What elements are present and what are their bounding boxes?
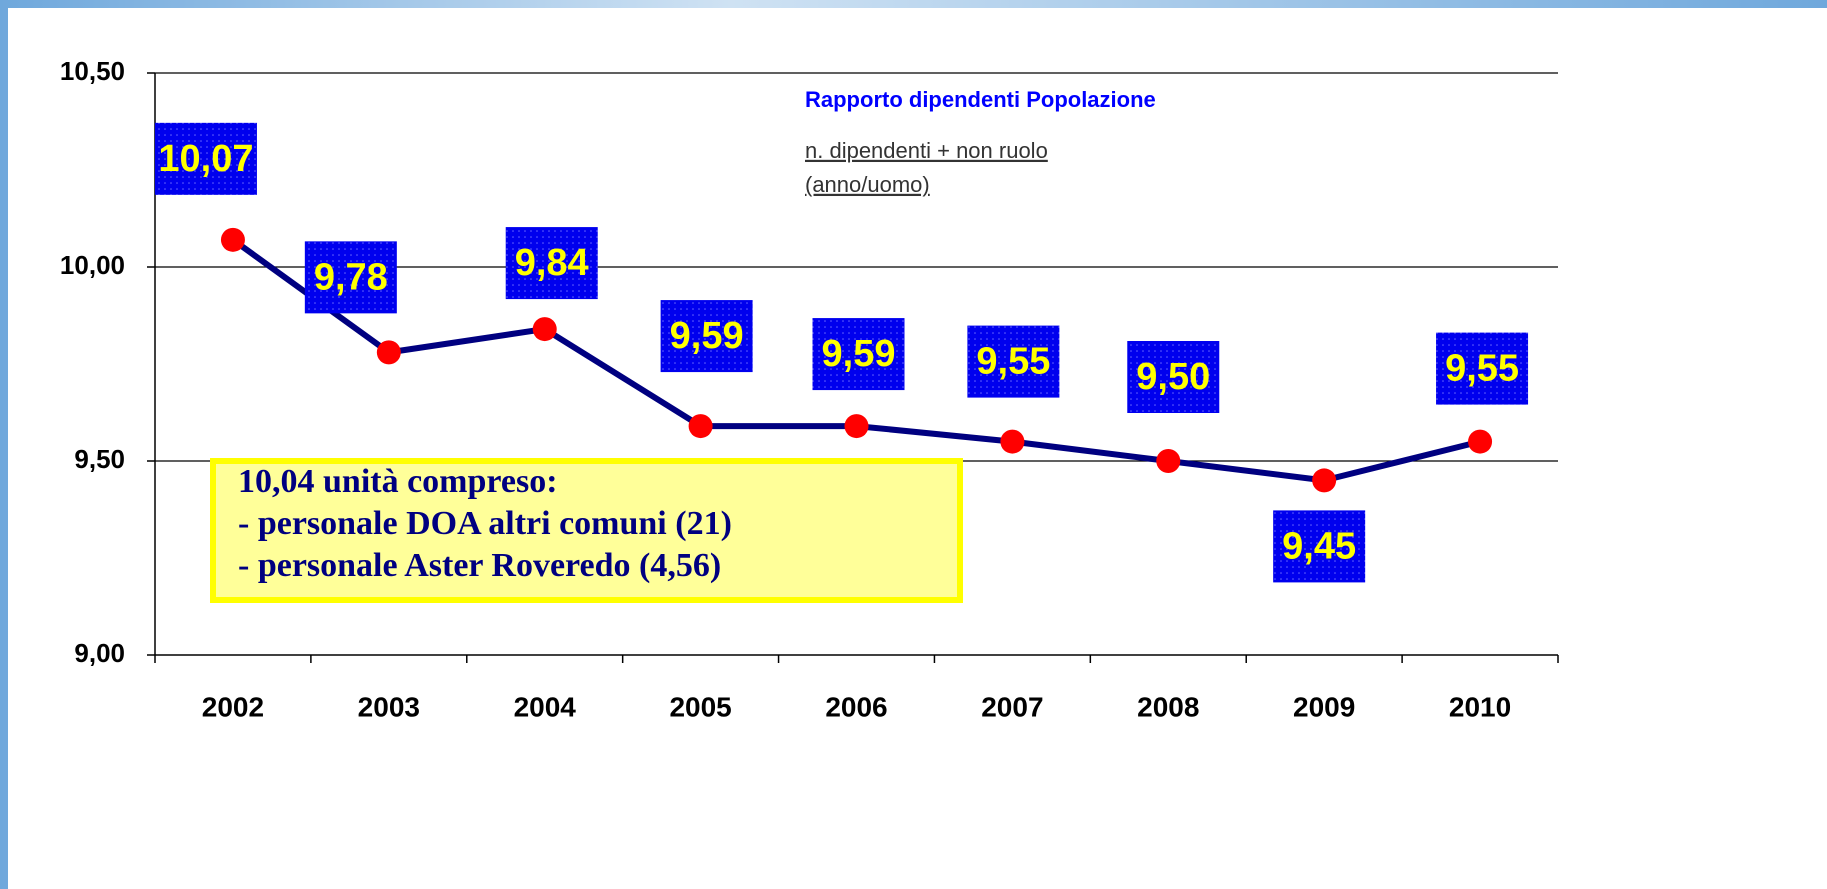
x-tick-label: 2008 (1137, 691, 1199, 722)
marker (532, 317, 557, 342)
value-label-box (1436, 332, 1529, 405)
value-label: 9,55 (976, 341, 1050, 383)
value-label: 9,59 (670, 315, 744, 357)
y-tick-label: 10,50 (60, 56, 125, 86)
value-label-box (154, 122, 257, 195)
value-label-box (304, 241, 397, 314)
x-tick-label: 2007 (981, 691, 1043, 722)
annotation: 10,04 unità compreso: (238, 463, 558, 500)
marker (376, 340, 401, 365)
value-label-box (1273, 510, 1366, 583)
panel (8, 8, 1827, 889)
y-tick-label: 9,50 (74, 444, 125, 474)
y-tick-label: 10,00 (60, 250, 125, 280)
value-label: 9,55 (1445, 348, 1519, 390)
marker (844, 414, 869, 439)
annotation: - personale DOA altri comuni (21) (238, 505, 732, 542)
chart-title: Rapporto dipendenti Popolazione (805, 87, 1156, 112)
subtitle: n. dipendenti + non ruolo (805, 138, 1048, 163)
x-tick-label: 2005 (669, 691, 731, 722)
x-tick-label: 2010 (1449, 691, 1511, 722)
value-label: 9,50 (1136, 356, 1210, 398)
x-tick-label: 2006 (825, 691, 887, 722)
marker (220, 227, 245, 252)
marker (1156, 449, 1181, 473)
value-label-box (1127, 341, 1220, 413)
value-label-box (660, 300, 753, 373)
marker (1000, 429, 1025, 454)
x-tick-label: 2004 (514, 691, 577, 722)
value-label-box (967, 325, 1060, 398)
y-tick-label: 9,00 (74, 638, 125, 668)
x-tick-label: 2002 (202, 691, 264, 722)
marker (688, 414, 713, 439)
value-label: 10,07 (158, 138, 253, 180)
value-label: 9,59 (822, 333, 896, 375)
marker (1468, 429, 1493, 454)
value-label-box (505, 227, 598, 300)
value-label: 9,45 (1282, 525, 1356, 567)
value-label: 9,84 (515, 242, 589, 284)
x-tick-label: 2009 (1293, 691, 1355, 722)
value-label-box (812, 318, 905, 391)
annotation: - personale Aster Roveredo (4,56) (238, 547, 721, 584)
marker (1312, 468, 1337, 493)
x-tick-label: 2003 (358, 691, 420, 722)
value-label: 9,78 (314, 256, 388, 298)
annotation-box (210, 458, 963, 603)
subtitle: (anno/uomo) (805, 172, 930, 197)
